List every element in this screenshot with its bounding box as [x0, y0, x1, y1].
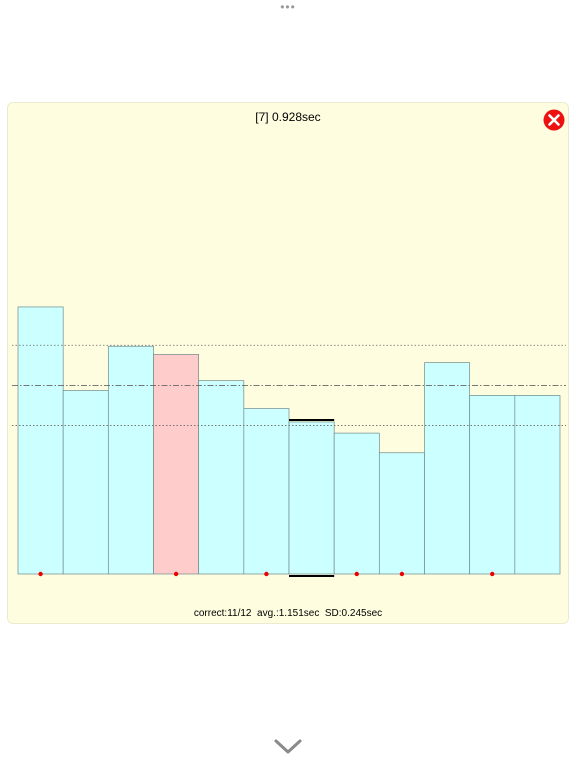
correct-count: correct:11/12: [193, 608, 252, 619]
bar-6: [243, 408, 290, 575]
results-panel: [7] 0.928sec correct:11/12 avg.:1.151sec…: [7, 102, 569, 624]
bar-11: [469, 395, 516, 575]
correct-dot-6: [264, 571, 269, 577]
correct-dot-8: [354, 571, 359, 577]
top-handle-dots[interactable]: •••: [280, 0, 296, 14]
bar-9: [378, 452, 425, 575]
correct-dot-11: [490, 571, 495, 577]
bar-1: [17, 306, 64, 575]
reaction-time-bar-chart: [12, 306, 566, 577]
correct-dot-9: [399, 571, 405, 577]
average-time: avg.:1.151sec: [257, 608, 320, 619]
bar-2: [62, 390, 109, 575]
bar-12: [514, 395, 561, 575]
bar-10: [424, 362, 471, 575]
trial-title: [7] 0.928sec: [255, 110, 321, 124]
bar-4: [153, 354, 200, 575]
close-icon[interactable]: [543, 109, 565, 131]
standard-deviation: SD:0.245sec: [324, 608, 383, 619]
bar-7: [288, 421, 335, 575]
bar-3: [107, 345, 154, 575]
chevron-down-icon[interactable]: [273, 738, 303, 756]
correct-dot-1: [38, 571, 43, 577]
bar-8: [333, 432, 380, 575]
bar-5: [198, 380, 245, 575]
stats-footer: correct:11/12 avg.:1.151sec SD:0.245sec: [8, 608, 568, 619]
correct-dot-4: [173, 571, 179, 577]
